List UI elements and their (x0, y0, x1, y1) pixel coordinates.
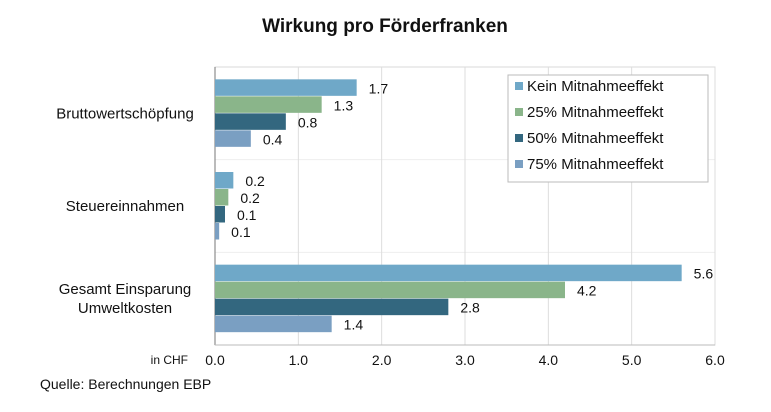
data-label: 0.2 (245, 173, 265, 189)
x-tick-label: 6.0 (705, 352, 725, 368)
bar (215, 96, 322, 113)
category-label: Bruttowertschöpfung (56, 105, 194, 122)
bar (215, 130, 251, 147)
data-label: 0.8 (298, 114, 318, 130)
bar (215, 113, 286, 130)
data-label: 0.1 (231, 224, 251, 240)
x-tick-label: 3.0 (455, 352, 475, 368)
x-tick-label: 0.0 (205, 352, 225, 368)
legend-label: 50% Mitnahmeeffekt (527, 130, 664, 147)
x-tick-label: 5.0 (622, 352, 642, 368)
bar (215, 79, 357, 96)
legend-swatch (515, 160, 523, 168)
source-note: Quelle: Berechnungen EBP (40, 376, 211, 392)
data-label: 0.4 (263, 131, 283, 147)
category-label: Gesamt Einsparung (59, 281, 192, 298)
legend-swatch (515, 82, 523, 90)
legend-box (507, 74, 709, 183)
chart-title: Wirkung pro Förderfranken (262, 16, 508, 37)
bar (215, 264, 682, 282)
unit-label: in CHF (151, 353, 188, 367)
legend-label: 25% Mitnahmeeffekt (527, 104, 664, 121)
category-label: Steuereinnahmen (66, 198, 184, 215)
x-tick-label: 4.0 (539, 352, 559, 368)
legend-swatch (515, 134, 523, 142)
data-label: 0.1 (237, 207, 257, 223)
bar (215, 298, 449, 316)
bar (215, 223, 220, 240)
data-label: 1.7 (369, 80, 389, 96)
data-label: 4.2 (577, 283, 597, 299)
bar (215, 172, 234, 189)
data-label: 2.8 (460, 300, 480, 316)
data-label: 0.2 (240, 190, 260, 206)
bar (215, 206, 225, 223)
legend-swatch (515, 108, 523, 116)
category-label: Umweltkosten (78, 300, 172, 317)
bar (215, 315, 332, 333)
data-label: 1.3 (334, 97, 354, 113)
data-label: 1.4 (344, 317, 364, 333)
bar (215, 281, 565, 299)
data-label: 5.6 (694, 266, 714, 282)
x-tick-label: 2.0 (372, 352, 392, 368)
bar (215, 189, 229, 206)
legend-label: Kein Mitnahmeeffekt (527, 78, 664, 95)
legend-label: 75% Mitnahmeeffekt (527, 156, 664, 173)
x-tick-label: 1.0 (289, 352, 309, 368)
